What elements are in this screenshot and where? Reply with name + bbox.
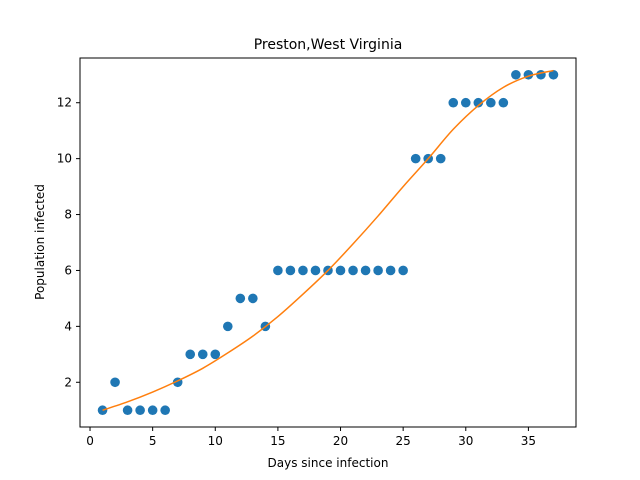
plot-area [97, 69, 559, 416]
data-point [310, 265, 321, 276]
data-point [360, 265, 371, 276]
y-tick-label: 4 [64, 319, 72, 333]
data-point [335, 265, 346, 276]
axes-frame [79, 57, 577, 428]
data-point [448, 97, 459, 108]
x-tick-label: 15 [270, 434, 285, 448]
data-point [298, 265, 308, 276]
y-tick-label: 6 [64, 263, 72, 277]
x-tick-label: 30 [458, 434, 473, 448]
data-point [135, 405, 145, 416]
x-tick-label: 25 [396, 434, 411, 448]
x-axis: 0 5 10 15 20 25 30 35 [86, 427, 536, 448]
data-point [197, 349, 208, 360]
x-tick-label: 10 [208, 434, 223, 448]
fit-line [102, 69, 554, 411]
data-point [210, 349, 221, 360]
y-tick-label: 8 [64, 208, 72, 222]
data-point [435, 153, 446, 164]
data-point [248, 293, 258, 304]
data-point [548, 69, 559, 80]
y-tick-label: 2 [64, 375, 72, 389]
data-point [273, 265, 283, 276]
y-axis: 2 4 6 8 10 12 [57, 96, 80, 389]
data-point [235, 293, 246, 304]
data-point [373, 265, 383, 276]
data-point [410, 153, 421, 164]
x-tick-label: 35 [521, 434, 536, 448]
y-axis-label: Population infected [33, 184, 47, 300]
data-point [97, 405, 108, 416]
data-point [473, 97, 484, 108]
data-point [185, 349, 196, 360]
y-tick-label: 10 [57, 152, 72, 166]
data-point [160, 405, 170, 416]
data-point [222, 321, 233, 332]
data-point [348, 265, 358, 276]
data-point [536, 69, 546, 80]
data-point [110, 377, 120, 388]
x-tick-label: 5 [149, 434, 157, 448]
data-point [460, 97, 471, 108]
data-point [486, 97, 496, 108]
y-tick-label: 12 [57, 96, 72, 110]
data-point [498, 97, 509, 108]
data-point [147, 405, 158, 416]
x-tick-label: 0 [86, 434, 94, 448]
data-point [398, 265, 408, 276]
data-point [122, 405, 133, 416]
data-point [285, 265, 296, 276]
x-tick-label: 20 [333, 434, 348, 448]
data-point [385, 265, 396, 276]
data-point [511, 69, 521, 80]
chart-title: Preston,West Virginia [254, 37, 403, 53]
x-axis-label: Days since infection [268, 456, 389, 470]
